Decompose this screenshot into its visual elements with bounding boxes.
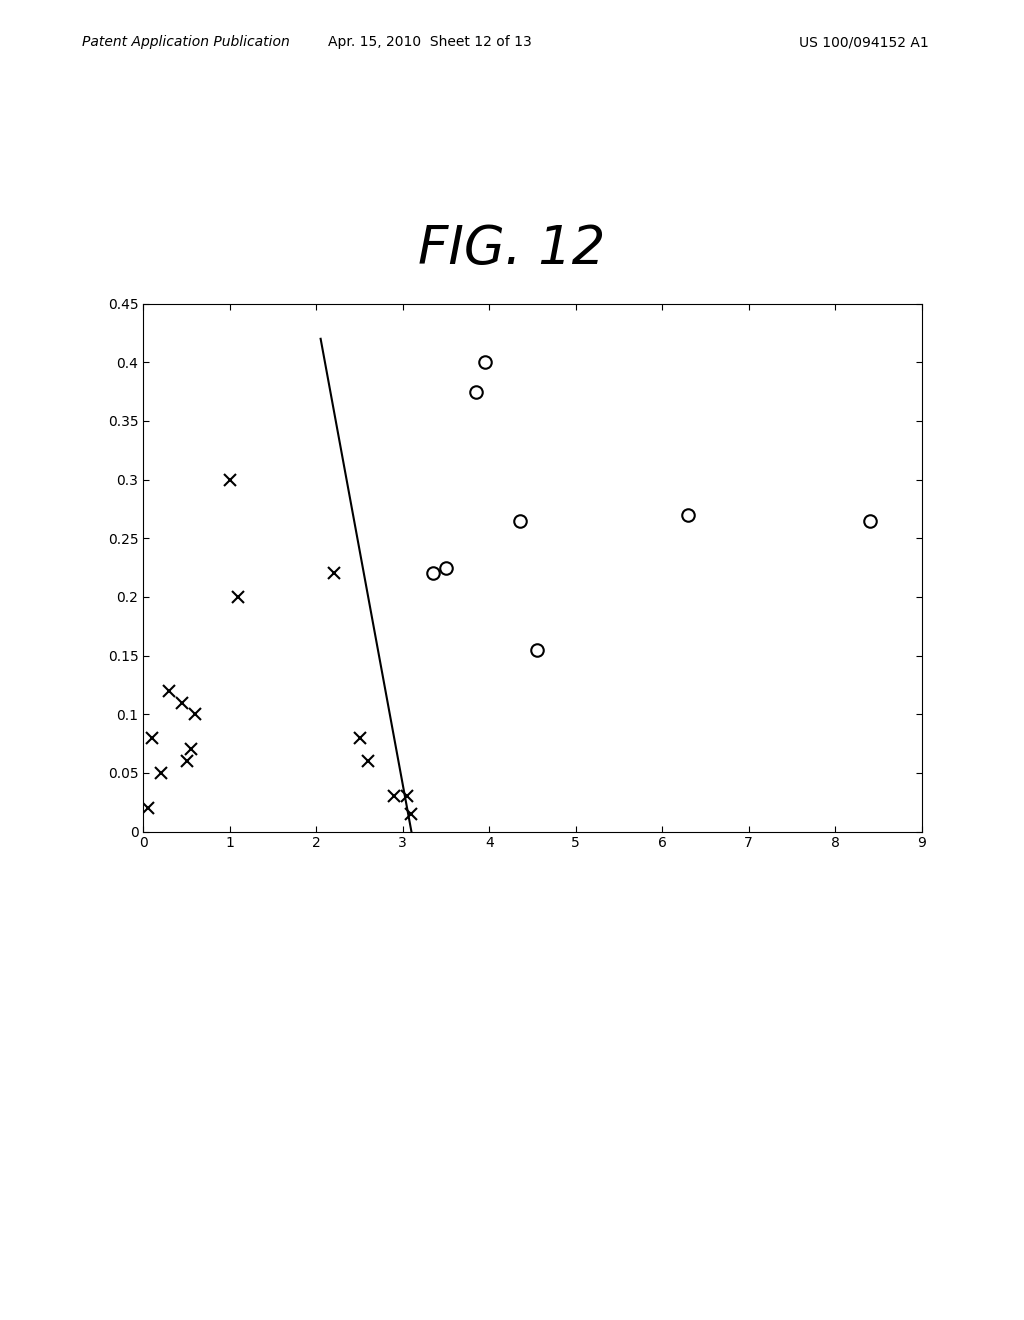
Text: US 100/094152 A1: US 100/094152 A1 [799, 36, 929, 49]
Text: Apr. 15, 2010  Sheet 12 of 13: Apr. 15, 2010 Sheet 12 of 13 [329, 36, 531, 49]
Text: FIG. 12: FIG. 12 [419, 223, 605, 275]
Text: Patent Application Publication: Patent Application Publication [82, 36, 290, 49]
